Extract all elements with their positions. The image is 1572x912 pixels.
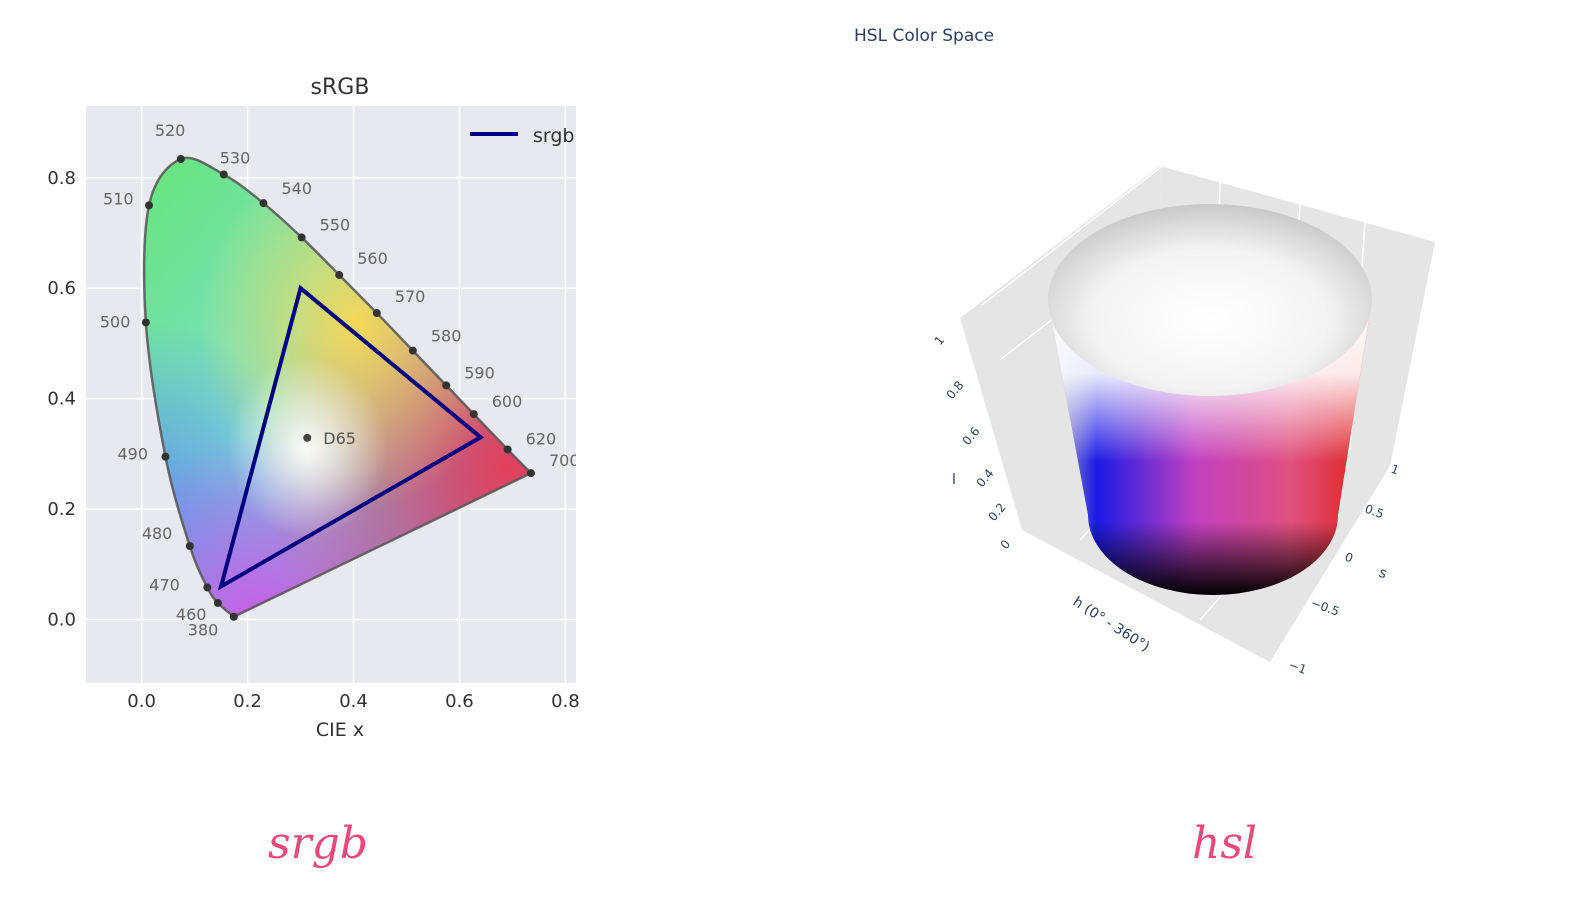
s-tick-1: 1 bbox=[1389, 462, 1401, 478]
x-tick-label: 0.8 bbox=[551, 691, 580, 712]
locus-point-490 bbox=[161, 452, 170, 461]
chart-title: sRGB bbox=[311, 75, 370, 100]
wavelength-label-490: 490 bbox=[117, 445, 148, 464]
y-tick-label: 0.0 bbox=[47, 610, 76, 631]
wavelength-label-380: 380 bbox=[188, 621, 219, 640]
locus-point-590 bbox=[442, 381, 451, 390]
locus-point-570 bbox=[372, 309, 381, 318]
x-tick-label: 0.4 bbox=[339, 691, 368, 712]
z-tick-0: 0 bbox=[998, 537, 1014, 552]
wavelength-label-570: 570 bbox=[395, 287, 426, 306]
locus-point-560 bbox=[335, 270, 344, 279]
caption-hsl: hsl bbox=[1192, 818, 1257, 869]
locus-point-500 bbox=[141, 318, 150, 327]
locus-point-520 bbox=[176, 155, 185, 164]
locus-point-510 bbox=[145, 201, 154, 210]
x-axis-label: CIE x bbox=[316, 719, 364, 741]
locus-point-700 bbox=[526, 469, 535, 478]
x-tick-label: 0.6 bbox=[445, 691, 474, 712]
wavelength-label-500: 500 bbox=[100, 312, 131, 331]
locus-point-550 bbox=[297, 233, 306, 242]
y-tick-label: 0.2 bbox=[47, 499, 76, 520]
x-tick-labels: 0.0 0.2 0.4 0.6 0.8 bbox=[127, 691, 579, 712]
s-tick-neg0.5: −0.5 bbox=[1309, 596, 1341, 619]
locus-point-470 bbox=[203, 583, 212, 592]
hsl-3d-chart: 1 0.8 0.6 0.4 0.2 0 l 1 0.5 0 −0.5 −1 s … bbox=[932, 159, 1435, 677]
wavelength-label-700: 700 bbox=[549, 451, 580, 470]
locus-point-480 bbox=[185, 542, 194, 551]
cylinder-top bbox=[1048, 204, 1372, 396]
caption-srgb: srgb bbox=[268, 818, 368, 869]
locus-point-620 bbox=[503, 445, 512, 454]
wavelength-label-580: 580 bbox=[431, 327, 462, 346]
wavelength-label-530: 530 bbox=[220, 148, 251, 167]
z-tick-0.2: 0.2 bbox=[986, 500, 1009, 524]
s-tick-neg1: −1 bbox=[1287, 658, 1308, 677]
wavelength-label-470: 470 bbox=[149, 575, 180, 594]
s-axis-label: s bbox=[1377, 565, 1389, 583]
wavelength-label-550: 550 bbox=[320, 215, 351, 234]
wavelength-label-540: 540 bbox=[281, 179, 312, 198]
wavelength-label-520: 520 bbox=[155, 121, 186, 140]
d65-marker bbox=[303, 433, 312, 442]
wavelength-label-510: 510 bbox=[103, 189, 134, 208]
locus-point-460 bbox=[213, 598, 222, 607]
locus-point-380 bbox=[229, 612, 238, 621]
z-tick-0.4: 0.4 bbox=[974, 466, 997, 490]
s-tick-0.5: 0.5 bbox=[1363, 502, 1386, 522]
z-tick-1: 1 bbox=[932, 333, 948, 348]
y-tick-labels: 0.0 0.2 0.4 0.6 0.8 bbox=[47, 168, 76, 631]
z-tick-0.6: 0.6 bbox=[960, 424, 983, 448]
legend: srgb bbox=[470, 125, 575, 147]
d65-label: D65 bbox=[323, 429, 356, 448]
y-tick-label: 0.6 bbox=[47, 278, 76, 299]
locus-point-600 bbox=[469, 410, 478, 419]
wavelength-label-460: 460 bbox=[176, 605, 207, 624]
locus-point-540 bbox=[259, 199, 268, 208]
locus-point-530 bbox=[219, 170, 228, 179]
y-tick-label: 0.8 bbox=[47, 168, 76, 189]
s-tick-0: 0 bbox=[1343, 550, 1355, 566]
z-tick-0.8: 0.8 bbox=[944, 378, 967, 402]
x-tick-label: 0.2 bbox=[233, 691, 262, 712]
wavelength-label-600: 600 bbox=[492, 392, 523, 411]
wavelength-label-560: 560 bbox=[357, 249, 388, 268]
h-axis-label: h (0° - 360°) bbox=[1070, 594, 1152, 655]
legend-label-srgb: srgb bbox=[533, 125, 575, 147]
wavelength-label-480: 480 bbox=[142, 524, 173, 543]
z-axis-label: l bbox=[952, 472, 956, 488]
wavelength-label-590: 590 bbox=[464, 363, 495, 382]
wavelength-label-620: 620 bbox=[526, 429, 557, 448]
srgb-triangle-line bbox=[217, 284, 485, 591]
x-tick-label: 0.0 bbox=[127, 691, 156, 712]
hsl-title: HSL Color Space bbox=[854, 26, 995, 46]
y-tick-label: 0.4 bbox=[47, 389, 76, 410]
locus-point-580 bbox=[408, 346, 417, 355]
